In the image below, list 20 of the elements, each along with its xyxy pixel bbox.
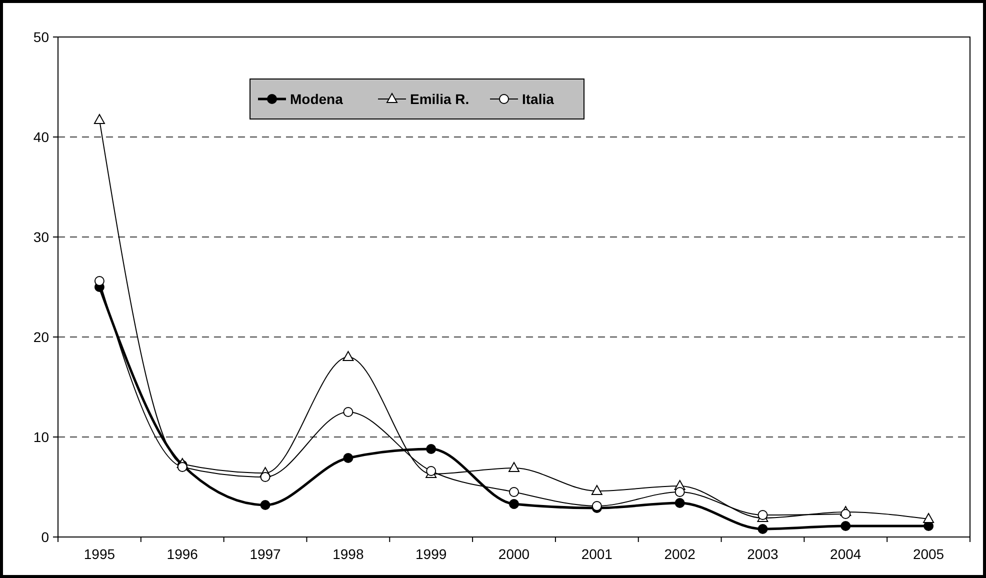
- legend-label: Emilia R.: [410, 90, 470, 107]
- x-tick-label: 2004: [830, 546, 862, 562]
- x-tick-label: 2002: [664, 546, 696, 562]
- x-tick-label: 2005: [912, 546, 944, 562]
- y-tick-label: 50: [33, 28, 50, 45]
- y-tick-label: 30: [33, 228, 50, 245]
- x-tick-label: 1997: [250, 546, 282, 562]
- legend-label: Italia: [522, 90, 554, 107]
- legend-label: Modena: [290, 90, 344, 107]
- x-tick-label: 1999: [416, 546, 447, 562]
- x-tick-label: 2000: [498, 546, 530, 562]
- y-tick-label: 10: [33, 428, 50, 445]
- y-tick-label: 0: [41, 528, 50, 545]
- y-tick-label: 40: [33, 128, 50, 145]
- x-tick-label: 2001: [581, 546, 613, 562]
- y-tick-label: 20: [33, 328, 50, 345]
- x-tick-label: 2003: [747, 546, 779, 562]
- x-tick-label: 1995: [84, 546, 116, 562]
- x-tick-label: 1998: [332, 546, 364, 562]
- x-tick-label: 1996: [166, 546, 198, 562]
